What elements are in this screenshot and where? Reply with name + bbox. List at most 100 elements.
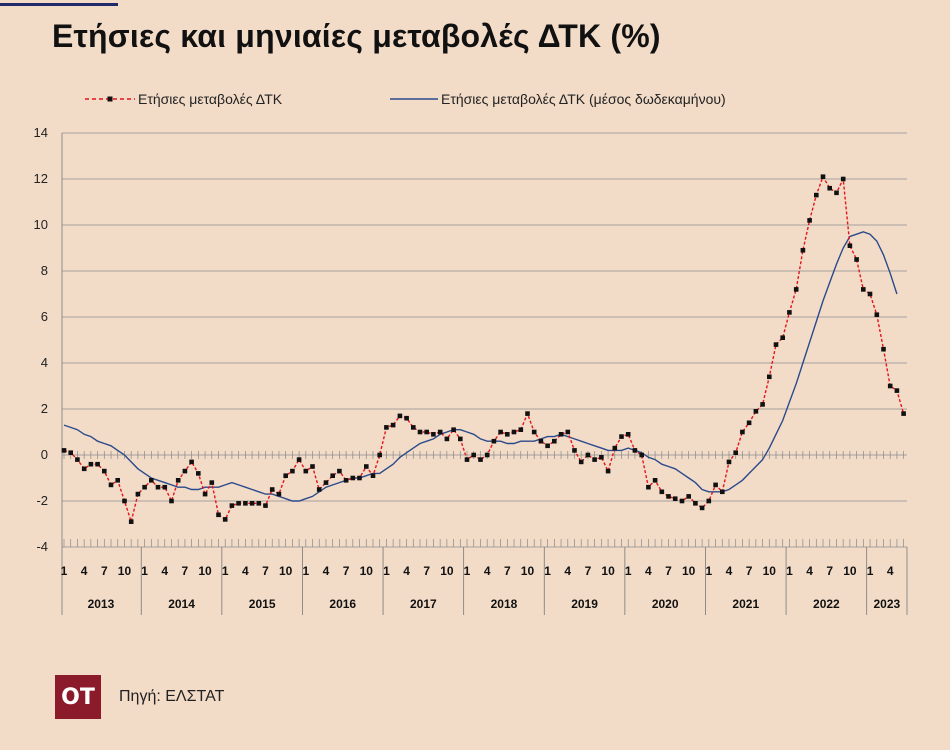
data-point-monthly (686, 494, 691, 499)
data-point-monthly (854, 257, 859, 262)
data-point-monthly (887, 383, 893, 389)
x-tick-label-year: 2017 (410, 597, 437, 611)
data-point-monthly (88, 461, 94, 467)
data-point-monthly (612, 445, 618, 451)
data-point-monthly (390, 422, 396, 428)
x-tick-label-month: 10 (118, 564, 132, 578)
data-point-monthly (417, 429, 423, 435)
x-tick-label-month: 10 (601, 564, 615, 578)
data-point-monthly (404, 415, 409, 421)
data-point-monthly (128, 519, 134, 524)
data-point-monthly (807, 218, 812, 223)
data-point-monthly (464, 457, 470, 462)
x-tick-label-month: 1 (867, 564, 874, 578)
y-tick-label: 0 (41, 447, 48, 462)
y-axis: -4 -2 0 2 4 6 8 10 12 14 (34, 125, 63, 615)
x-tick-label-month: 7 (262, 564, 269, 578)
x-tick-label-month: 10 (198, 564, 212, 578)
series-line-monthly (63, 175, 905, 525)
x-tick-label-month: 1 (625, 564, 632, 578)
data-point-monthly (68, 450, 73, 455)
data-point-monthly (122, 498, 127, 504)
x-tick-label-year: 2019 (571, 597, 598, 611)
footer: OT Πηγή: ΕΛΣΤΑΤ (55, 675, 224, 719)
data-point-monthly (780, 335, 785, 340)
data-point-monthly (827, 185, 832, 191)
data-point-monthly (592, 457, 597, 462)
series-monthly (61, 174, 906, 525)
data-point-monthly (303, 468, 309, 474)
legend-item-monthly: Ετήσιες μεταβολές ΔΤΚ (85, 91, 283, 107)
x-tick-label-month: 1 (705, 564, 712, 578)
data-point-monthly (713, 482, 718, 488)
data-point-monthly (337, 468, 342, 474)
data-point-monthly (693, 501, 698, 506)
x-tick-label-month: 1 (222, 564, 229, 578)
legend-marker-monthly (107, 96, 113, 102)
data-point-monthly (706, 498, 712, 504)
data-point-monthly (424, 429, 429, 435)
x-tick-label-month: 10 (843, 564, 857, 578)
data-point-monthly (605, 468, 611, 474)
x-tick-label-year: 2021 (732, 597, 759, 611)
data-point-monthly (619, 434, 624, 439)
data-point-monthly (61, 448, 67, 453)
data-point-monthly (364, 464, 369, 469)
data-point-monthly (169, 498, 174, 504)
chart-title: Ετήσιες και μηνιαίες μεταβολές ΔΤΚ (%) (52, 18, 661, 54)
data-point-monthly (276, 491, 282, 497)
x-tick-label-month: 7 (746, 564, 753, 578)
x-tick-label-month: 4 (887, 564, 894, 578)
data-point-monthly (793, 287, 799, 292)
data-point-monthly (726, 459, 732, 465)
data-point-monthly (565, 429, 571, 435)
data-point-monthly (444, 436, 450, 442)
data-point-monthly (155, 484, 161, 490)
x-tick-label-year: 2022 (813, 597, 840, 611)
data-point-monthly (229, 503, 235, 508)
x-tick-label-month: 1 (61, 564, 68, 578)
x-tick-label-month: 4 (726, 564, 733, 578)
x-tick-label-year: 2023 (873, 597, 900, 611)
y-tick-label: -2 (36, 493, 48, 508)
data-point-monthly (283, 473, 288, 478)
data-point-monthly (95, 461, 100, 467)
data-point-monthly (175, 478, 181, 483)
x-tick-label-month: 4 (564, 564, 571, 578)
x-tick-label-month: 1 (464, 564, 471, 578)
top-accent-rule (0, 3, 118, 6)
data-point-monthly (149, 478, 154, 483)
data-point-monthly (377, 452, 382, 458)
x-tick-label-month: 10 (521, 564, 535, 578)
grid (62, 132, 907, 548)
data-point-monthly (458, 436, 463, 442)
data-point-monthly (867, 291, 873, 297)
data-point-monthly (491, 438, 497, 444)
y-tick-label: -4 (36, 539, 48, 554)
data-point-monthly (639, 452, 644, 458)
data-point-monthly (350, 475, 356, 481)
data-point-monthly (901, 411, 906, 416)
data-point-monthly (632, 448, 638, 453)
data-point-monthly (740, 429, 745, 435)
x-tick-label-month: 10 (279, 564, 293, 578)
data-point-monthly (558, 432, 564, 437)
x-tick-label-month: 7 (101, 564, 108, 578)
data-point-monthly (115, 478, 120, 483)
x-tick-label-month: 1 (383, 564, 390, 578)
data-point-monthly (699, 505, 705, 511)
data-point-monthly (310, 464, 315, 469)
x-tick-label-month: 1 (302, 564, 309, 578)
data-point-monthly (498, 429, 503, 435)
data-point-monthly (659, 489, 665, 495)
x-tick-label-month: 4 (242, 564, 249, 578)
y-tick-label: 12 (34, 171, 48, 186)
x-tick-label-month: 4 (323, 564, 330, 578)
data-point-monthly (370, 473, 376, 478)
line-chart: Ετήσιες μεταβολές ΔΤΚ Ετήσιες μεταβολές … (34, 91, 908, 615)
data-point-monthly (451, 427, 456, 432)
data-point-monthly (209, 480, 215, 485)
data-point-monthly (787, 310, 792, 315)
data-point-monthly (861, 287, 866, 292)
x-tick-label-month: 4 (806, 564, 813, 578)
